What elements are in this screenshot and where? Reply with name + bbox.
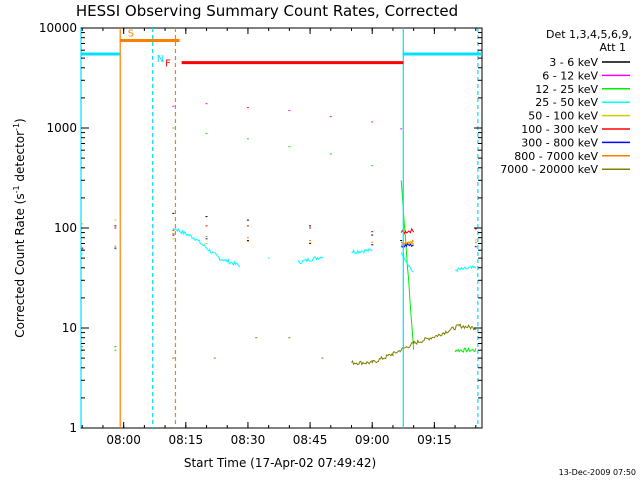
- legend-label-7000-20000-kev: 7000 - 20000 keV: [500, 163, 598, 176]
- y-axis-label: Corrected Count Rate (s-1 detector-1): [12, 118, 27, 337]
- series-25-50-kev-line-2: [172, 227, 241, 268]
- series-12-25-kev: [81, 127, 477, 353]
- series-25-50-kev-line-4: [297, 256, 323, 265]
- series-12-25-kev-line-9: [454, 347, 477, 353]
- y-tick-label-1: 10: [62, 321, 77, 335]
- series-3-6-kev: [81, 212, 403, 241]
- y-tick-label-4: 10000: [39, 21, 77, 35]
- series-300-800-kev: [81, 234, 477, 250]
- legend-label-3-6-kev: 3 - 6 keV: [549, 56, 598, 69]
- state-flag-f: F: [165, 59, 171, 70]
- state-flag-n: N: [157, 54, 164, 65]
- y-axis-label-mid: detector: [13, 131, 27, 186]
- x-tick-label-3: 08:45: [293, 433, 328, 447]
- series-6-12-kev: [172, 103, 403, 130]
- y-tick-label-3: 1000: [46, 121, 77, 135]
- legend-header-line-2: Att 1: [600, 41, 626, 54]
- x-tick-label-0: 08:00: [106, 433, 141, 447]
- series-layer: [81, 103, 477, 366]
- series-50-100-kev: [81, 219, 477, 247]
- legend-label-300-800-kev: 300 - 800 keV: [521, 136, 598, 149]
- legend-label-50-100-kev: 50 - 100 keV: [528, 110, 598, 123]
- y-tick-label-0: 1: [69, 421, 77, 435]
- plot-frame: [80, 27, 483, 429]
- y-tick-label-2: 100: [54, 221, 77, 235]
- x-axis-label: Start Time (17-Apr-02 07:49:42): [184, 456, 376, 470]
- legend-label-6-12-kev: 6 - 12 keV: [542, 69, 598, 82]
- x-tick-label-2: 08:30: [231, 433, 266, 447]
- legend-header-line-1: Det 1,3,4,5,6,9,: [546, 28, 632, 41]
- x-tick-label-1: 08:15: [169, 433, 204, 447]
- y-axis-label-sup2: -1: [12, 123, 21, 131]
- series-25-50-kev: [81, 227, 477, 273]
- legend-label-25-50-kev: 25 - 50 keV: [535, 96, 598, 109]
- x-tick-label-4: 09:00: [355, 433, 390, 447]
- x-axis: 08:00 08:15 08:30 08:45 09:00 09:15: [81, 28, 477, 447]
- state-flag-s: S: [128, 28, 134, 39]
- y-axis: 1 10 100 1000 10000: [39, 21, 482, 435]
- series-100-300-kev: [81, 225, 477, 235]
- series-800-7000-kev: [81, 233, 477, 248]
- state-overlay-layer: S N F: [80, 28, 482, 428]
- y-axis-label-end: ): [13, 118, 27, 123]
- series-25-50-kev-line-5: [351, 247, 373, 255]
- plot-area: S N F 08:00 08:15 08:30 08:45 09:00 09:15 1 10 10…: [39, 21, 483, 447]
- legend-label-100-300-kev: 100 - 300 keV: [521, 123, 598, 136]
- y-axis-label-sup1: -1: [12, 185, 21, 193]
- chart-title: HESSI Observing Summary Count Rates, Cor…: [76, 2, 458, 20]
- y-axis-label-main: Corrected Count Rate (s: [13, 193, 27, 337]
- series-25-50-kev-line-7: [454, 265, 477, 273]
- footer-date: 13-Dec-2009 07:50: [559, 468, 636, 477]
- series-7000-20000-kev: [81, 323, 477, 366]
- series-7000-20000-kev-line-7: [351, 323, 477, 366]
- x-tick-label-5: 09:15: [417, 433, 452, 447]
- legend-label-12-25-kev: 12 - 25 keV: [535, 83, 598, 96]
- legend-label-800-7000-kev: 800 - 7000 keV: [514, 150, 598, 163]
